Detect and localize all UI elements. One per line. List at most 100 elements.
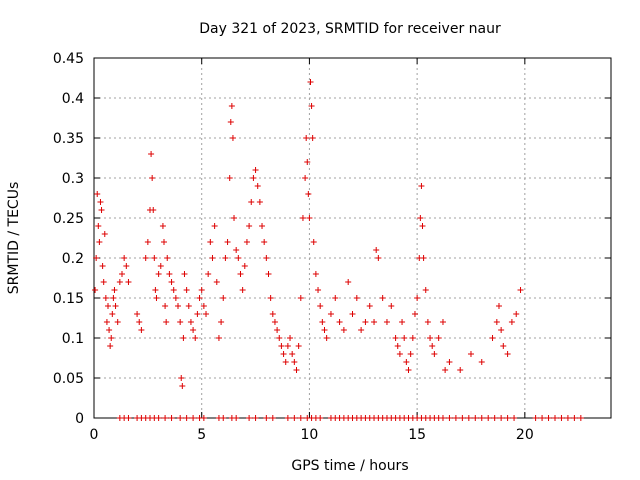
y-axis: 0 0.05 0.1 0.15 0.2 0.25 0.3 0.35 0.4 0.45 xyxy=(53,51,611,427)
data-point xyxy=(196,295,203,301)
data-point xyxy=(198,287,205,293)
data-point xyxy=(106,327,113,333)
data-point xyxy=(226,175,233,181)
data-point xyxy=(457,367,464,373)
data-point xyxy=(429,343,436,349)
data-point xyxy=(190,327,197,333)
data-point xyxy=(403,359,410,365)
data-point xyxy=(200,415,207,421)
data-point xyxy=(94,191,101,197)
data-points xyxy=(92,79,584,421)
data-point xyxy=(152,287,159,293)
data-point xyxy=(200,303,207,309)
data-point xyxy=(107,343,114,349)
data-point xyxy=(159,223,166,229)
data-point xyxy=(418,183,425,189)
data-point xyxy=(252,167,259,173)
data-point xyxy=(148,151,155,157)
data-point xyxy=(495,303,502,309)
data-point xyxy=(105,303,112,309)
data-point xyxy=(366,303,373,309)
data-point xyxy=(315,287,322,293)
data-point xyxy=(465,415,472,421)
data-point xyxy=(116,279,123,285)
data-point xyxy=(224,239,231,245)
data-point xyxy=(121,255,128,261)
data-point xyxy=(319,319,326,325)
data-point xyxy=(243,239,250,245)
data-point xyxy=(99,263,106,269)
data-point xyxy=(231,215,238,221)
data-point xyxy=(439,415,446,421)
data-point xyxy=(101,231,108,237)
data-point xyxy=(577,415,584,421)
data-point xyxy=(218,319,225,325)
data-point xyxy=(228,103,235,109)
data-point xyxy=(446,415,453,421)
data-point xyxy=(183,287,190,293)
data-point xyxy=(452,415,459,421)
data-point xyxy=(551,415,558,421)
data-point xyxy=(564,415,571,421)
data-point xyxy=(302,175,309,181)
data-point xyxy=(125,415,132,421)
data-point xyxy=(95,223,102,229)
data-point xyxy=(358,327,365,333)
data-point xyxy=(175,303,182,309)
data-point xyxy=(187,319,194,325)
data-point xyxy=(263,415,270,421)
data-point xyxy=(317,415,324,421)
data-point xyxy=(125,279,132,285)
data-point xyxy=(114,319,121,325)
data-point xyxy=(284,343,291,349)
data-point xyxy=(504,351,511,357)
data-point xyxy=(209,255,216,261)
plot-frame xyxy=(93,57,612,419)
data-point xyxy=(571,415,578,421)
data-point xyxy=(241,263,248,269)
y-axis-label: SRMTID / TECUs xyxy=(6,182,22,295)
data-point xyxy=(498,415,505,421)
data-point xyxy=(144,239,151,245)
data-point xyxy=(312,271,319,277)
data-point xyxy=(373,247,380,253)
data-point xyxy=(111,287,118,293)
data-point xyxy=(396,351,403,357)
y-tick-label: 0.35 xyxy=(53,131,84,147)
data-point xyxy=(259,223,266,229)
data-point xyxy=(414,295,421,301)
data-point xyxy=(420,255,427,261)
data-point xyxy=(392,335,399,341)
data-point xyxy=(177,319,184,325)
y-tick-label: 0.05 xyxy=(53,371,84,387)
data-point xyxy=(405,367,412,373)
y-tick-label: 0.2 xyxy=(62,251,84,267)
data-point xyxy=(177,415,184,421)
data-point xyxy=(508,319,515,325)
data-point xyxy=(233,247,240,253)
data-point xyxy=(306,215,313,221)
data-point xyxy=(513,311,520,317)
data-point xyxy=(265,271,272,277)
data-point xyxy=(246,223,253,229)
data-point xyxy=(291,415,298,421)
data-point xyxy=(179,383,186,389)
data-point xyxy=(442,367,449,373)
data-point xyxy=(110,295,117,301)
data-point xyxy=(327,311,334,317)
data-point xyxy=(409,335,416,341)
data-point xyxy=(362,319,369,325)
y-tick-label: 0.1 xyxy=(62,331,84,347)
data-point xyxy=(263,255,270,261)
data-point xyxy=(252,415,259,421)
data-point xyxy=(98,207,105,213)
data-point xyxy=(289,351,296,357)
y-tick-label: 0.4 xyxy=(62,91,84,107)
data-point xyxy=(190,415,197,421)
data-point xyxy=(162,415,169,421)
data-point xyxy=(446,359,453,365)
data-point xyxy=(282,359,289,365)
data-point xyxy=(97,199,104,205)
data-point xyxy=(375,255,382,261)
